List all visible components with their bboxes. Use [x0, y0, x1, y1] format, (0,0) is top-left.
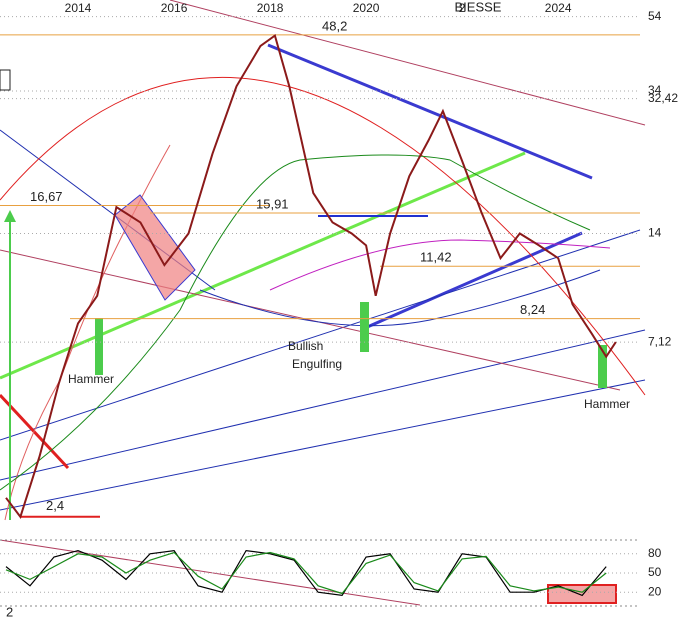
- panel-label: 2: [6, 604, 13, 619]
- annotation: Bullish: [288, 339, 323, 353]
- y-tick-label: 80: [648, 546, 662, 560]
- moving-average: [0, 154, 591, 491]
- oscillator-box: [547, 584, 617, 604]
- y-tick-label: 34: [648, 83, 662, 97]
- x-tick-label: 2016: [161, 1, 188, 15]
- level-label: 11,42: [420, 250, 452, 265]
- trendline: [0, 229, 641, 441]
- trendline: [0, 539, 421, 606]
- annotation: Hammer: [584, 397, 630, 411]
- x-tick-label: 2014: [65, 1, 92, 15]
- y-tick-label: 7,12: [648, 334, 672, 348]
- x-tick-label: 2020: [353, 1, 380, 15]
- annotation: Engulfing: [292, 357, 342, 371]
- y-tick-label: 20: [648, 584, 662, 598]
- arrow-head: [4, 210, 16, 222]
- trendline: [0, 249, 621, 391]
- x-tick-label: 2024: [545, 1, 572, 15]
- chart-title: BIESSE: [455, 0, 502, 14]
- level-label: 48,2: [322, 18, 347, 33]
- annotation: Hammer: [68, 372, 114, 386]
- series-line: [5, 551, 607, 595]
- trendline: [0, 151, 526, 380]
- y-tick-label: 54: [648, 9, 662, 23]
- level-label: 16,67: [30, 189, 63, 204]
- highlight: [95, 318, 103, 375]
- moving-average: [269, 239, 611, 291]
- y-tick-label: 50: [648, 565, 662, 579]
- x-tick-label: 2018: [257, 1, 284, 15]
- trendline: [267, 43, 593, 180]
- x-tick-label: 2: [459, 1, 466, 15]
- y-tick-label: 14: [648, 226, 662, 240]
- moving-average: [4, 144, 171, 521]
- y-tick-label: 32,42: [648, 91, 678, 105]
- series-line: [5, 33, 617, 519]
- tool-icon[interactable]: [0, 69, 11, 91]
- level-label: 8,24: [520, 302, 545, 317]
- level-label: 2,4: [46, 498, 64, 513]
- level-label: 15,91: [256, 196, 289, 211]
- arc: [0, 76, 646, 396]
- trendline: [169, 0, 646, 126]
- moving-average: [199, 269, 601, 327]
- series-line: [5, 549, 607, 597]
- highlight: [360, 302, 369, 352]
- trendline: [0, 379, 646, 511]
- trendline: [0, 329, 646, 481]
- highlight: [598, 345, 607, 388]
